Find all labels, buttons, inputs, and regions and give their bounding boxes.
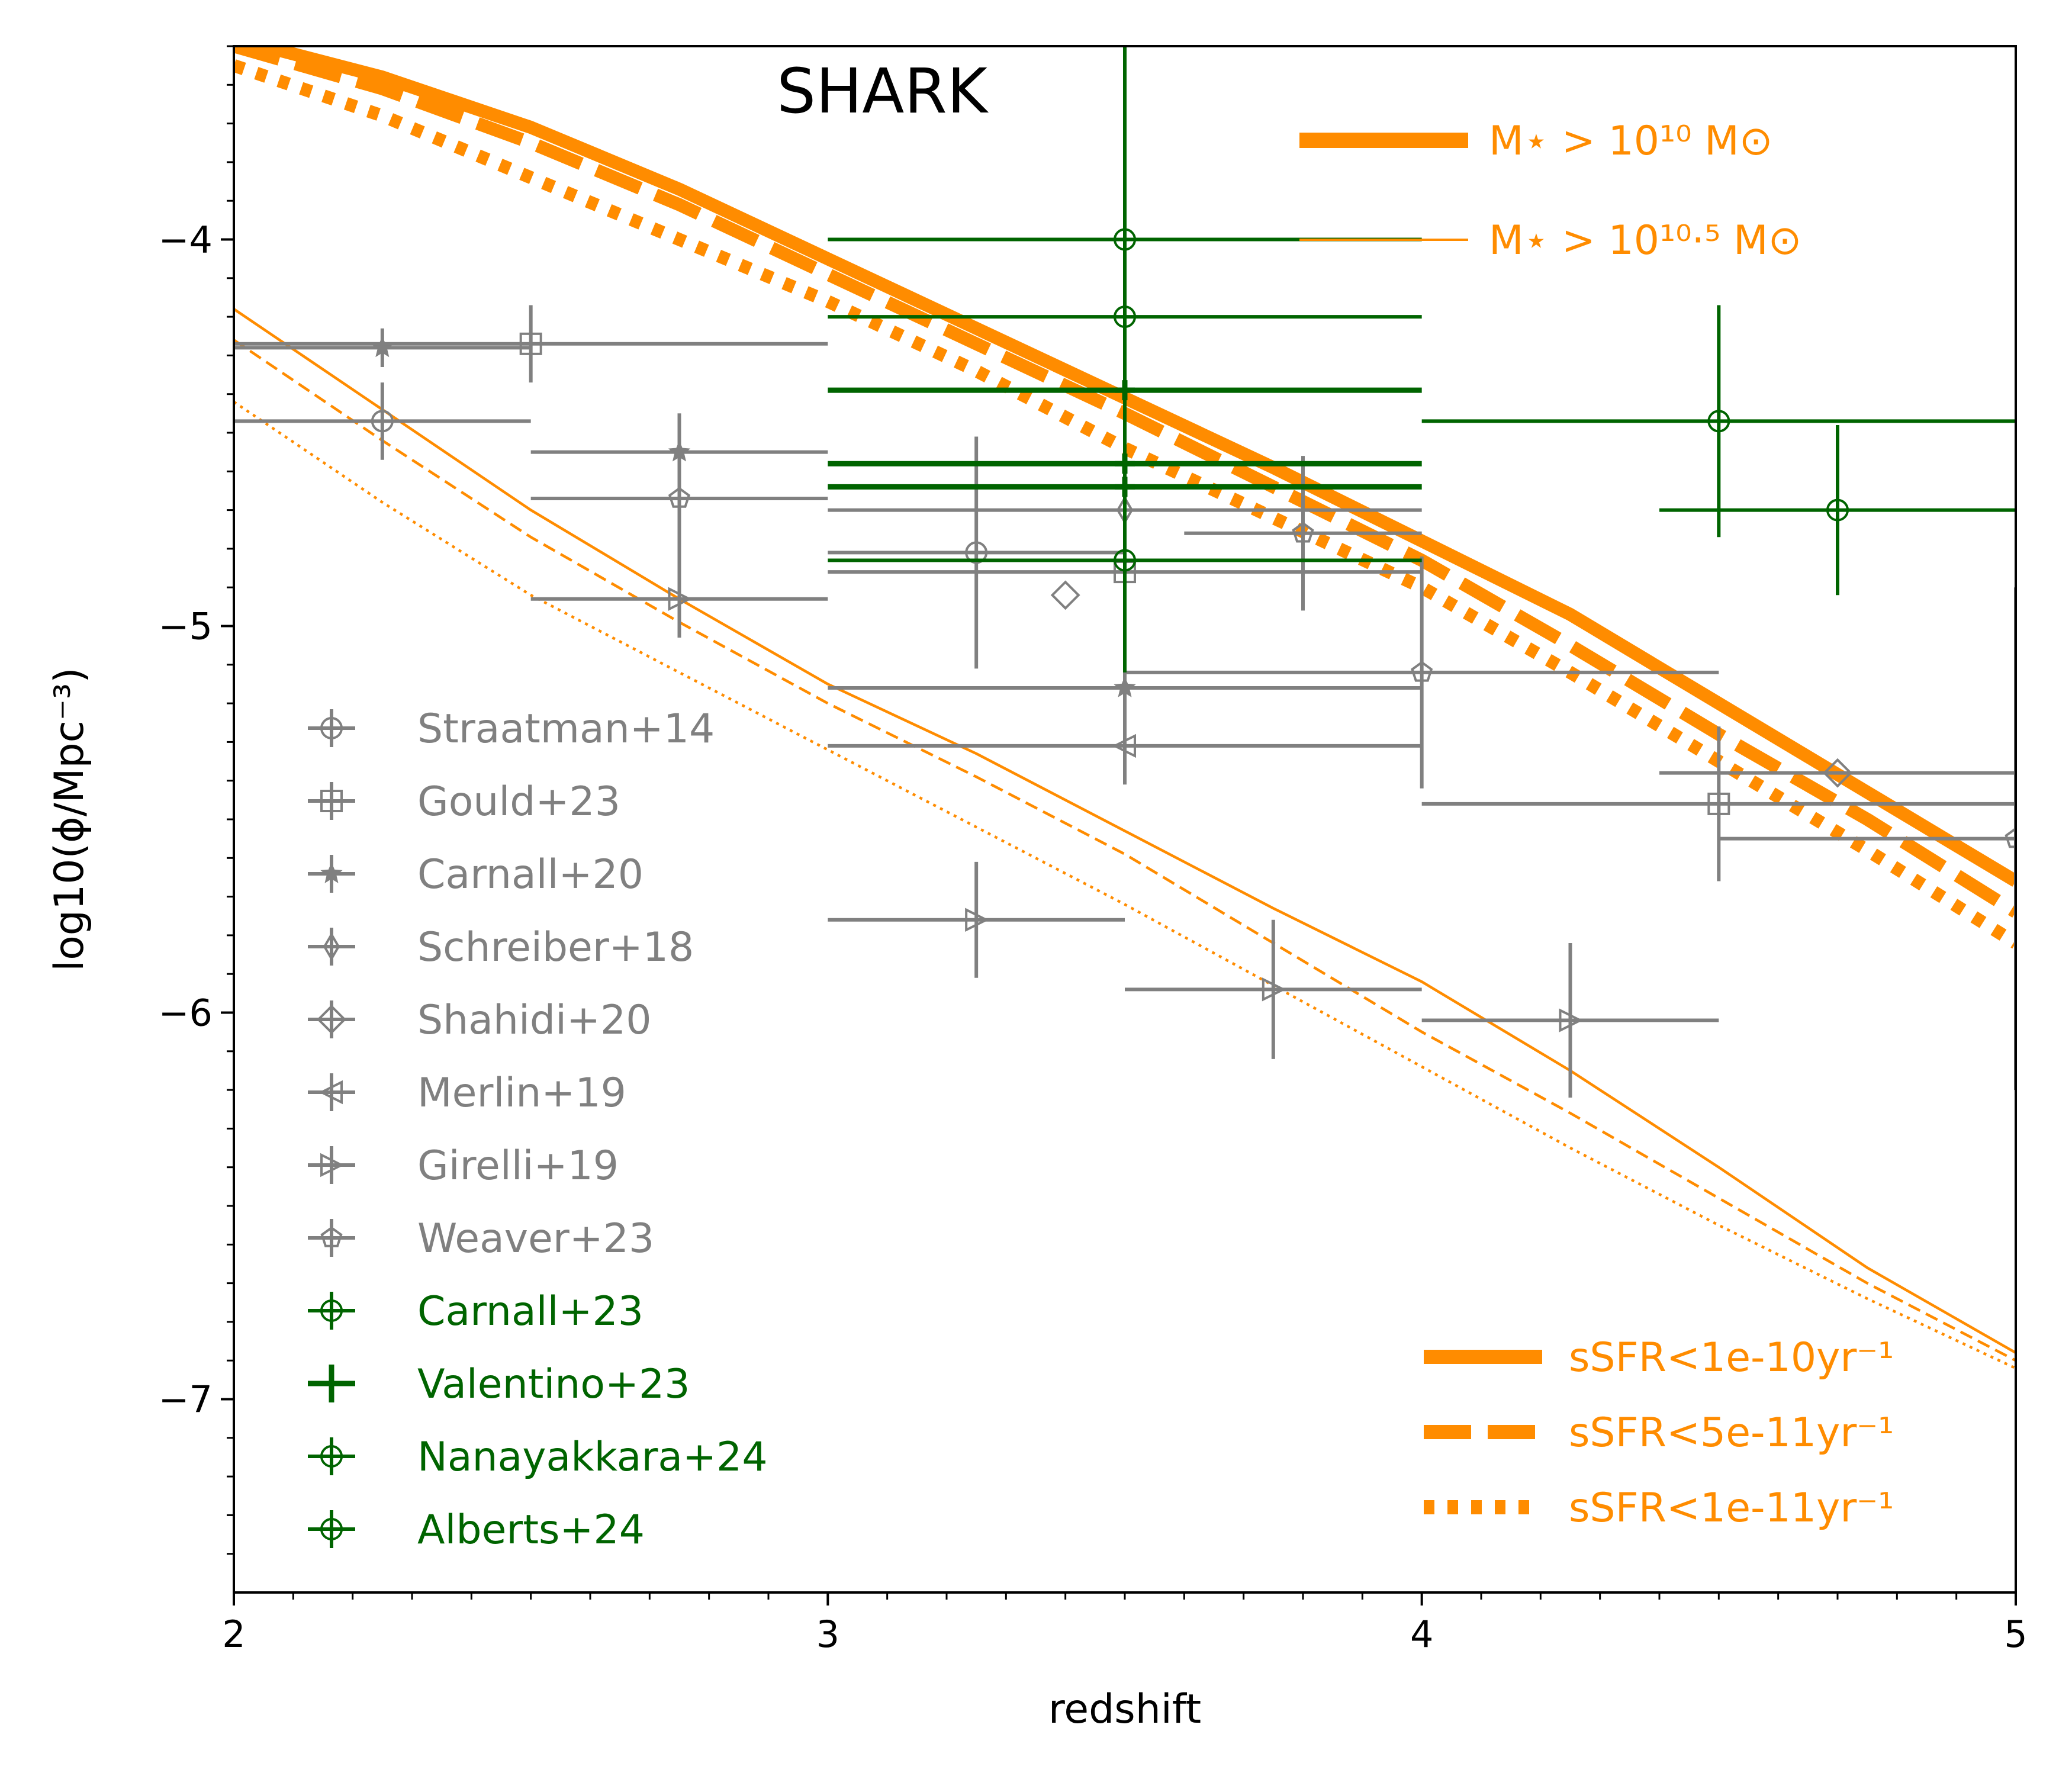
legend-label: sSFR<1e-10yr⁻¹	[1569, 1334, 1894, 1381]
x-tick-label: 3	[816, 1613, 839, 1656]
legend-marker	[321, 1373, 342, 1394]
obs-point	[1411, 661, 1433, 682]
obs-point	[1826, 498, 1849, 522]
axis-ticks: 2 3 4 5 −4 −5 −6 −7	[159, 45, 2028, 1656]
legend-label: Gould+23	[417, 778, 620, 825]
legend-entry-obs: Valentino+23	[308, 1361, 690, 1408]
legend-label: Weaver+23	[417, 1215, 654, 1262]
legend-entry-mass: M⋆ > 10¹⁰·⁵ M⊙	[1299, 217, 1802, 264]
y-tick-label: −5	[159, 605, 213, 648]
obs-point	[668, 587, 692, 612]
obs-point	[668, 487, 691, 508]
legend-label: M⋆ > 10¹⁰·⁵ M⊙	[1489, 217, 1802, 264]
legend-entry-obs: Gould+23	[308, 778, 620, 825]
legend-marker	[320, 1153, 345, 1177]
legend-marker	[320, 1226, 343, 1247]
legend-entry-obs: Straatman+14	[308, 706, 715, 752]
obs-shahidi-20	[1050, 580, 2016, 788]
legend-entry-obs: Carnall+23	[308, 1288, 644, 1335]
obs-point	[965, 541, 988, 564]
legend-marker	[320, 1445, 343, 1468]
legend-label: Nanayakkara+24	[417, 1434, 768, 1481]
obs-point	[371, 336, 394, 358]
y-axis-title: log10(ϕ/Mpc⁻³)	[46, 667, 93, 971]
legend-entry-obs: Girelli+19	[308, 1143, 619, 1189]
obs-point	[2005, 827, 2016, 848]
legend-label: Valentino+23	[417, 1361, 690, 1408]
obs-point	[1707, 792, 1730, 815]
obs-alberts-24	[1659, 424, 2016, 596]
legend-marker	[317, 1005, 346, 1034]
legend-entry-obs: Shahidi+20	[308, 997, 651, 1044]
legend-marker	[323, 932, 340, 961]
legend-label: Girelli+19	[417, 1143, 619, 1189]
legend-entry-obs: Merlin+19	[308, 1070, 626, 1117]
obs-point	[1262, 977, 1286, 1002]
legend-label: Schreiber+18	[417, 924, 694, 971]
obs-merlin-19	[828, 707, 1422, 785]
obs-straatman-14	[234, 382, 1125, 669]
chart-title: SHARK	[777, 55, 989, 127]
obs-point	[1707, 410, 1730, 433]
x-tick-label: 2	[222, 1613, 245, 1656]
legend-marker	[318, 1080, 343, 1105]
obs-point	[1050, 580, 1080, 610]
observation-points	[234, 46, 2016, 1098]
legend-label: sSFR<1e-11yr⁻¹	[1569, 1485, 1894, 1532]
obs-point	[371, 410, 394, 433]
legend-entry-obs: Weaver+23	[308, 1215, 654, 1262]
legend-marker	[320, 717, 343, 739]
legend-label: Alberts+24	[417, 1507, 645, 1553]
legend-marker	[320, 1518, 343, 1540]
obs-point	[519, 332, 542, 355]
y-tick-label: −6	[159, 992, 213, 1035]
x-tick-label: 4	[1410, 1613, 1433, 1656]
x-tick-label: 5	[2004, 1613, 2027, 1656]
legend-entry-mass: M⋆ > 10¹⁰ M⊙	[1299, 118, 1773, 165]
obs-point	[1114, 676, 1136, 697]
legend-label: Shahidi+20	[417, 997, 651, 1044]
legend-label: Carnall+23	[417, 1288, 644, 1335]
legend-entry-obs: Carnall+20	[308, 851, 644, 898]
obs-point	[1292, 522, 1314, 543]
y-tick-label: −4	[159, 218, 213, 262]
legend-label: sSFR<5e-11yr⁻¹	[1569, 1410, 1894, 1456]
legend-label: Straatman+14	[417, 706, 715, 752]
legend-entry-obs: Alberts+24	[308, 1507, 645, 1553]
legend-marker	[320, 862, 343, 883]
obs-point	[1823, 758, 1852, 788]
obs-carnall-23	[828, 228, 2016, 538]
obs-point	[1112, 733, 1136, 758]
y-tick-label: −7	[159, 1378, 213, 1421]
x-axis-title: redshift	[1048, 1686, 1201, 1733]
obs-point	[1559, 1008, 1583, 1032]
model-line-10_5-dashed	[234, 339, 2016, 1362]
legend-marker	[320, 1299, 343, 1322]
obs-point	[965, 908, 989, 932]
legend-entry-ssfr: sSFR<5e-11yr⁻¹	[1424, 1410, 1894, 1456]
legend-entry-ssfr: sSFR<1e-11yr⁻¹	[1424, 1485, 1894, 1532]
legend-label: Merlin+19	[417, 1070, 626, 1117]
legend-entry-obs: Nanayakkara+24	[308, 1434, 768, 1481]
model-line-10_5-dotted	[234, 400, 2016, 1370]
legend-entry-obs: Schreiber+18	[308, 924, 694, 971]
legend-label: Carnall+20	[417, 851, 644, 898]
obs-weaver-23	[530, 413, 2016, 1090]
legend-label: M⋆ > 10¹⁰ M⊙	[1489, 118, 1773, 165]
legend-entry-ssfr: sSFR<1e-10yr⁻¹	[1424, 1334, 1894, 1381]
legend-marker	[320, 790, 343, 812]
model-line-10_5-solid	[234, 308, 2016, 1354]
legends: Straatman+14 Gould+23 Carnall+20 Schreiber+…	[308, 118, 1894, 1553]
